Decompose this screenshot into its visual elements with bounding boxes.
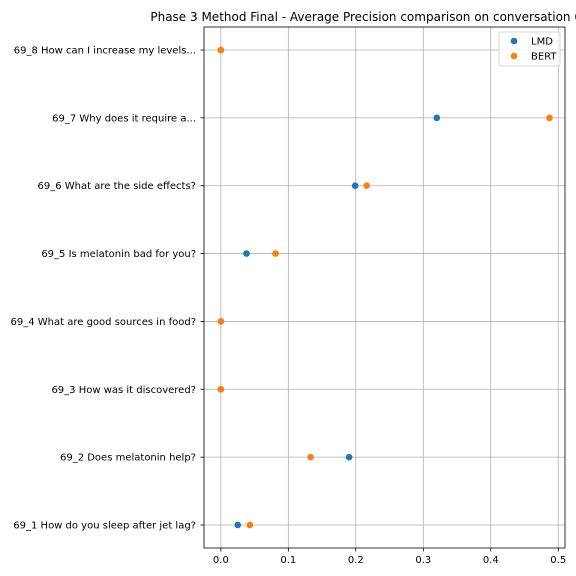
point-lmd	[351, 182, 359, 190]
y-tick-labels: 69_8 How can I increase my levels... 69_7…	[11, 46, 204, 532]
point-bert	[217, 318, 225, 325]
legend: LMD BERT	[498, 31, 561, 67]
y-tick-label: 69_3 How was it discovered?	[51, 385, 196, 396]
legend-label-bert: BERT	[531, 52, 557, 63]
legend-marker-lmd	[510, 37, 518, 45]
legend-label-lmd: LMD	[531, 37, 553, 48]
y-tick-label: 69_4 What are good sources in food?	[11, 317, 196, 328]
data-points	[217, 46, 553, 529]
plot-frame	[203, 26, 566, 549]
x-tick-label: 0.1	[280, 555, 296, 566]
point-lmd	[345, 453, 353, 461]
x-tick-label: 0.2	[348, 555, 364, 566]
y-tick-label: 69_7 Why does it require a...	[52, 113, 196, 124]
x-tick-labels: 0.0 0.1 0.2 0.3 0.4 0.5	[213, 548, 566, 566]
point-bert	[217, 46, 225, 54]
legend-marker-bert	[510, 52, 518, 60]
point-bert	[363, 182, 370, 190]
y-tick-label: 69_1 How do you sleep after jet lag?	[13, 521, 196, 532]
point-bert	[272, 250, 279, 257]
x-tick-label: 0.4	[483, 555, 499, 566]
point-bert	[217, 385, 225, 393]
point-lmd	[243, 250, 250, 257]
y-tick-label: 69_8 How can I increase my levels...	[14, 46, 196, 57]
x-tick-label: 0.5	[550, 555, 566, 566]
chart-title: Phase 3 Method Final - Average Precision…	[150, 10, 576, 24]
point-bert	[546, 114, 553, 122]
point-bert	[246, 521, 254, 529]
point-lmd	[433, 114, 441, 122]
point-bert	[307, 453, 314, 461]
grid	[204, 27, 565, 548]
y-tick-label: 69_6 What are the side effects?	[38, 181, 196, 192]
y-tick-label: 69_2 Does melatonin help?	[60, 453, 196, 464]
x-tick-label: 0.3	[415, 555, 431, 566]
point-lmd	[234, 521, 242, 529]
y-tick-label: 69_5 Is melatonin bad for you?	[41, 249, 196, 260]
x-tick-label: 0.0	[213, 555, 229, 566]
